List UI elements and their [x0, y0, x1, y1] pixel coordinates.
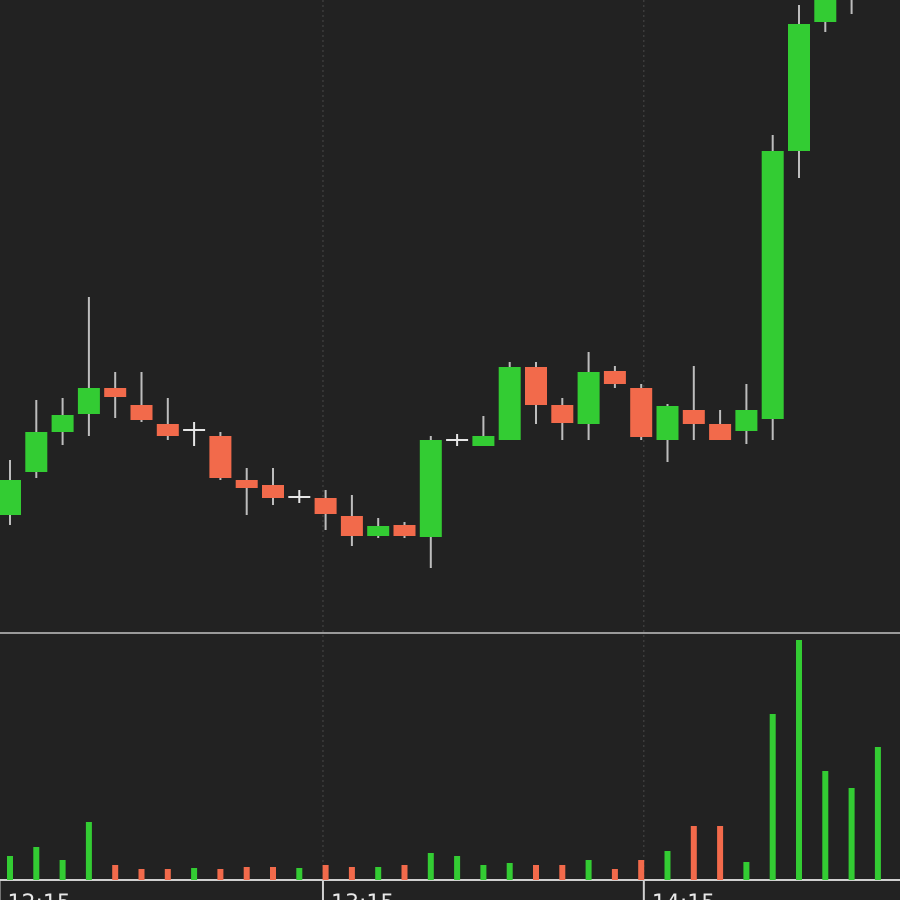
candle-body [603, 371, 626, 384]
x-tick-label: 13:15 [331, 891, 394, 900]
candle-body [682, 410, 705, 424]
volume-bar [191, 868, 198, 880]
volume-bar [848, 788, 855, 880]
candle-body [577, 372, 600, 424]
candle-body [130, 405, 153, 420]
volume-bar [85, 822, 92, 880]
candle-body [709, 424, 732, 440]
volume-bar [296, 868, 303, 880]
volume-bar [375, 867, 382, 880]
volume-bar [533, 865, 539, 880]
candle-body [104, 388, 127, 397]
volume-bar [611, 869, 618, 880]
candle-body [735, 410, 758, 431]
candle-body [367, 526, 390, 536]
candle-body [419, 440, 442, 537]
x-axis: 12:15 13:15 14:15 [0, 880, 715, 900]
candle-body [0, 480, 21, 515]
volume-bar [717, 826, 724, 880]
volume-bar [138, 869, 145, 880]
volume-bar [7, 856, 13, 880]
volume-panel [7, 640, 881, 880]
volume-bar [874, 747, 881, 880]
volume-bar [112, 865, 119, 880]
candle-body [25, 432, 48, 472]
volume-bar [822, 771, 829, 880]
volume-bar [480, 865, 487, 880]
candle-body [525, 367, 547, 405]
volume-bar [506, 863, 513, 880]
candle-body [814, 0, 837, 22]
volume-bar [270, 867, 276, 880]
candle-body [156, 424, 179, 436]
volume-bar [217, 869, 224, 880]
candle-body [761, 151, 784, 419]
candle-body [393, 525, 416, 536]
candle-body [314, 498, 337, 514]
candle-body [630, 388, 653, 437]
volume-bar [164, 869, 171, 880]
candle-body [788, 24, 810, 151]
candle-body [77, 388, 100, 414]
volume-bar [769, 714, 776, 880]
volume-bar [796, 640, 802, 880]
volume-bar [59, 860, 66, 880]
candle-body [183, 429, 206, 431]
candle-body [340, 516, 363, 536]
volume-bar [743, 862, 750, 880]
volume-bar [427, 853, 434, 880]
volume-bar [454, 856, 461, 880]
x-tick-label: 12:15 [7, 891, 70, 900]
candle-body [262, 485, 284, 498]
volume-bar [690, 826, 697, 880]
candle-body [472, 436, 495, 446]
volume-bar [559, 865, 566, 880]
volume-bar [585, 860, 592, 880]
volume-bar [33, 847, 40, 880]
candle-body [51, 415, 74, 432]
volume-bar [401, 865, 408, 880]
volume-bar [322, 865, 329, 880]
candle-body [498, 367, 521, 440]
candle-body [656, 406, 679, 440]
volume-bar [243, 867, 250, 880]
price-panel [0, 0, 853, 568]
candle-body [288, 496, 311, 498]
candle-body [209, 436, 232, 478]
volume-bar [664, 851, 671, 880]
candle-body [551, 405, 574, 423]
candle-body [235, 480, 258, 488]
grid [322, 0, 645, 880]
volume-bar [348, 867, 355, 880]
volume-bar [638, 860, 645, 880]
x-tick-label: 14:15 [652, 891, 715, 900]
candle-body [446, 439, 469, 441]
